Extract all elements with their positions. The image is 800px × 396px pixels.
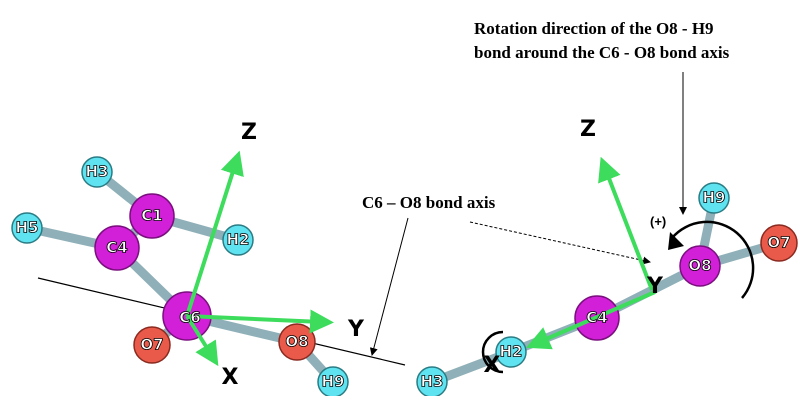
atom-label: C4: [106, 239, 127, 257]
axis-label: X: [222, 365, 239, 390]
axis-label: Y: [347, 317, 365, 342]
atom-label: O7: [140, 336, 163, 354]
atom-label: C6: [179, 309, 200, 327]
atom-label: H2: [227, 231, 250, 249]
axis-label: X: [484, 353, 501, 378]
axis-label: Z: [241, 120, 257, 145]
axis-arrow: [605, 168, 652, 290]
atom-label: C1: [141, 207, 162, 225]
atom-label: C4: [586, 309, 607, 327]
atom-label: O8: [688, 257, 711, 275]
rotation-label: Rotation direction of the O8 - H9: [474, 19, 714, 38]
pointer: [372, 218, 408, 355]
pointer: [470, 222, 650, 262]
bond-axis-label: C6 – O8 bond axis: [362, 193, 496, 212]
atom-label: O7: [767, 234, 790, 252]
direction-label: (+): [650, 214, 666, 229]
atom-label: H3: [421, 373, 444, 391]
atom-label: H9: [322, 373, 345, 391]
rotation-label: bond around the C6 - O8 bond axis: [474, 43, 730, 62]
atom-label: H5: [16, 219, 39, 237]
atom-label: H3: [86, 163, 109, 181]
atom-label: H9: [703, 189, 726, 207]
axis-label: Y: [646, 274, 664, 299]
atom-label: O8: [285, 333, 308, 351]
atom-labels: H9 O7 O8 C4 H2 H3: [421, 189, 791, 391]
atom-label: H2: [500, 343, 523, 361]
axis-label: Z: [580, 117, 596, 142]
diagram: Rotation direction of the O8 - H9 bond a…: [0, 0, 800, 396]
